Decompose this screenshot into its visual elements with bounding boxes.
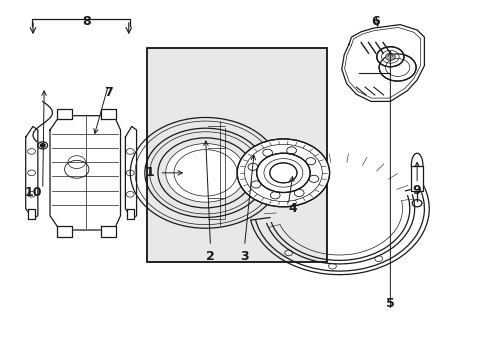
Circle shape bbox=[40, 144, 45, 147]
Circle shape bbox=[269, 163, 296, 183]
Polygon shape bbox=[341, 24, 424, 102]
Polygon shape bbox=[101, 109, 116, 119]
Polygon shape bbox=[410, 166, 422, 191]
Text: 5: 5 bbox=[385, 297, 394, 310]
Polygon shape bbox=[50, 116, 120, 230]
FancyBboxPatch shape bbox=[147, 48, 326, 262]
Text: 3: 3 bbox=[240, 250, 248, 263]
Circle shape bbox=[256, 153, 309, 193]
Text: 4: 4 bbox=[288, 202, 297, 215]
Polygon shape bbox=[28, 208, 35, 219]
Polygon shape bbox=[101, 226, 116, 237]
Circle shape bbox=[165, 144, 245, 202]
Text: 1: 1 bbox=[145, 166, 154, 179]
Text: 2: 2 bbox=[205, 250, 214, 263]
Polygon shape bbox=[26, 126, 38, 219]
Polygon shape bbox=[57, 226, 72, 237]
Circle shape bbox=[385, 53, 394, 60]
Polygon shape bbox=[126, 208, 133, 219]
Polygon shape bbox=[57, 109, 72, 119]
Text: 6: 6 bbox=[371, 14, 379, 27]
Text: 10: 10 bbox=[24, 186, 41, 199]
Circle shape bbox=[237, 139, 329, 207]
Text: 7: 7 bbox=[104, 86, 113, 99]
Circle shape bbox=[378, 54, 415, 81]
Polygon shape bbox=[125, 126, 136, 219]
Text: 9: 9 bbox=[412, 184, 421, 197]
Circle shape bbox=[376, 47, 403, 67]
Text: 8: 8 bbox=[82, 14, 91, 27]
